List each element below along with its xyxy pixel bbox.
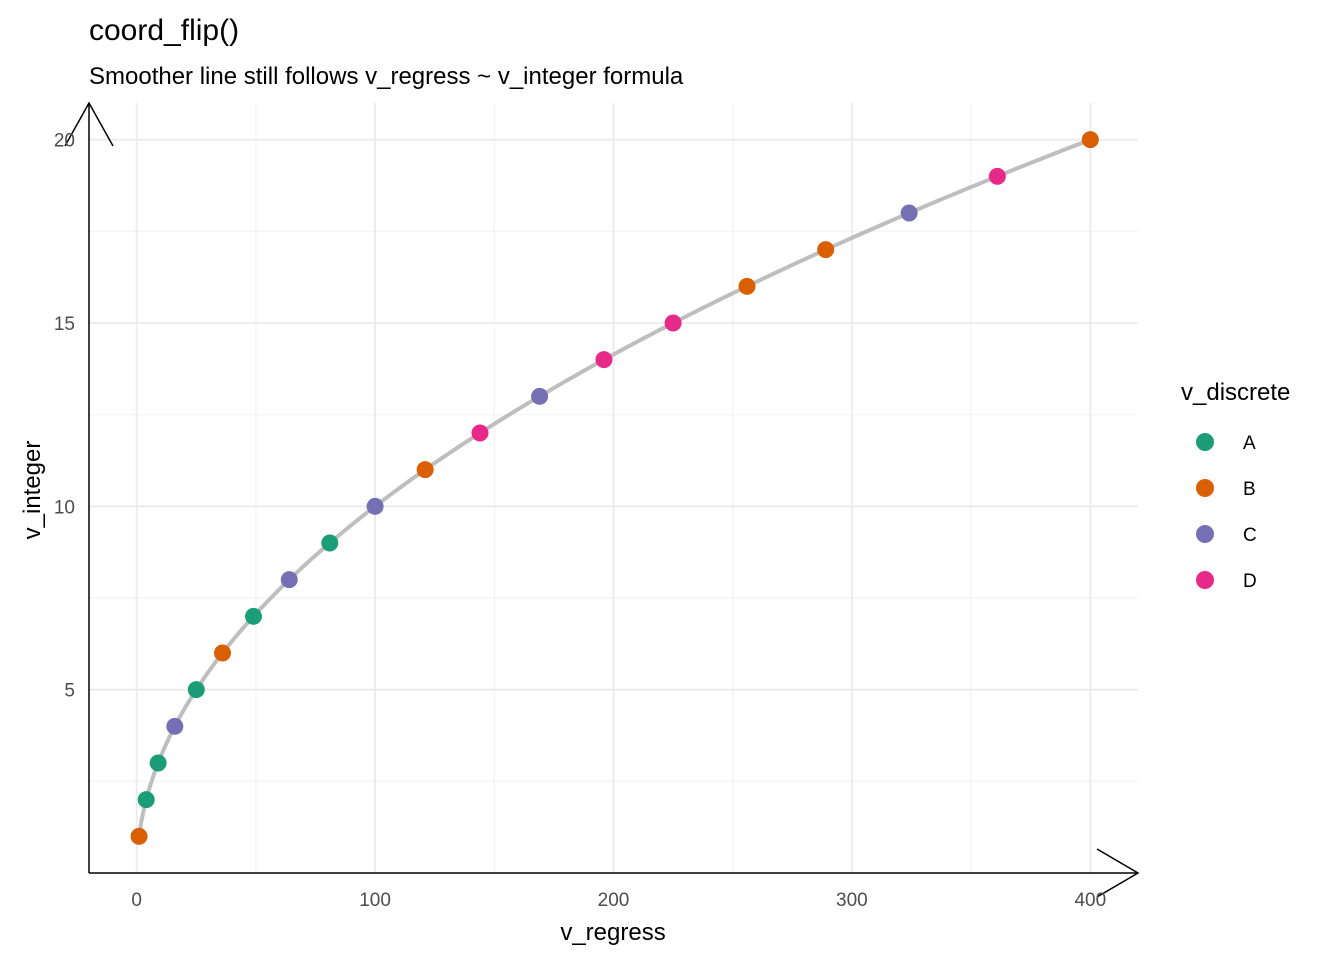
data-point-d [664,314,682,332]
legend-key-c [1196,525,1214,543]
x-tick-label: 100 [359,890,391,911]
y-tick-label: 15 [54,314,75,335]
legend-title: v_discrete [1181,379,1290,406]
data-point-b [1081,131,1099,149]
data-point-c [366,497,384,515]
x-axis-title: v_regress [560,919,665,946]
y-tick-label: 5 [64,681,75,702]
data-point-b [817,241,835,259]
data-point-c [900,204,918,222]
legend-key-d [1196,571,1214,589]
legend-key-b [1196,479,1214,497]
data-point-c [531,387,549,405]
x-axis-arrowhead [1096,848,1140,898]
data-points [130,131,1099,845]
y-tick-label: 10 [54,497,75,518]
legend-label-d: D [1243,571,1257,592]
legend-key-a [1196,433,1214,451]
data-point-c [280,571,298,589]
grid [89,103,1138,873]
x-tick-label: 0 [131,890,142,911]
chart-title: coord_flip() [89,14,239,47]
legend-label-c: C [1243,525,1257,546]
axes [64,101,1140,898]
smoother [137,137,1093,839]
data-point-b [130,827,148,845]
x-tick-label: 300 [836,890,868,911]
tick-labels: 0 100 200 300 400 5 10 15 20 [54,131,1106,911]
y-axis-arrowhead [64,101,114,147]
data-point-a [137,791,155,809]
data-point-a [149,754,167,772]
y-tick-label: 20 [54,131,75,152]
smoother-line [137,137,1093,839]
legend: v_discrete A B C D [1181,379,1290,592]
legend-label-b: B [1243,479,1256,500]
data-point-a [245,607,263,625]
data-point-d [471,424,489,442]
legend-label-a: A [1243,433,1256,454]
x-tick-label: 200 [598,890,630,911]
data-point-a [321,534,339,552]
data-point-a [187,681,205,699]
x-tick-label: 400 [1074,890,1106,911]
y-axis-title: v_integer [19,441,46,540]
data-point-d [595,351,613,369]
data-point-b [738,277,756,295]
chart-subtitle: Smoother line still follows v_regress ~ … [89,63,684,90]
data-point-b [214,644,232,662]
data-point-b [416,461,434,479]
data-point-c [166,717,184,735]
data-point-d [988,167,1006,185]
